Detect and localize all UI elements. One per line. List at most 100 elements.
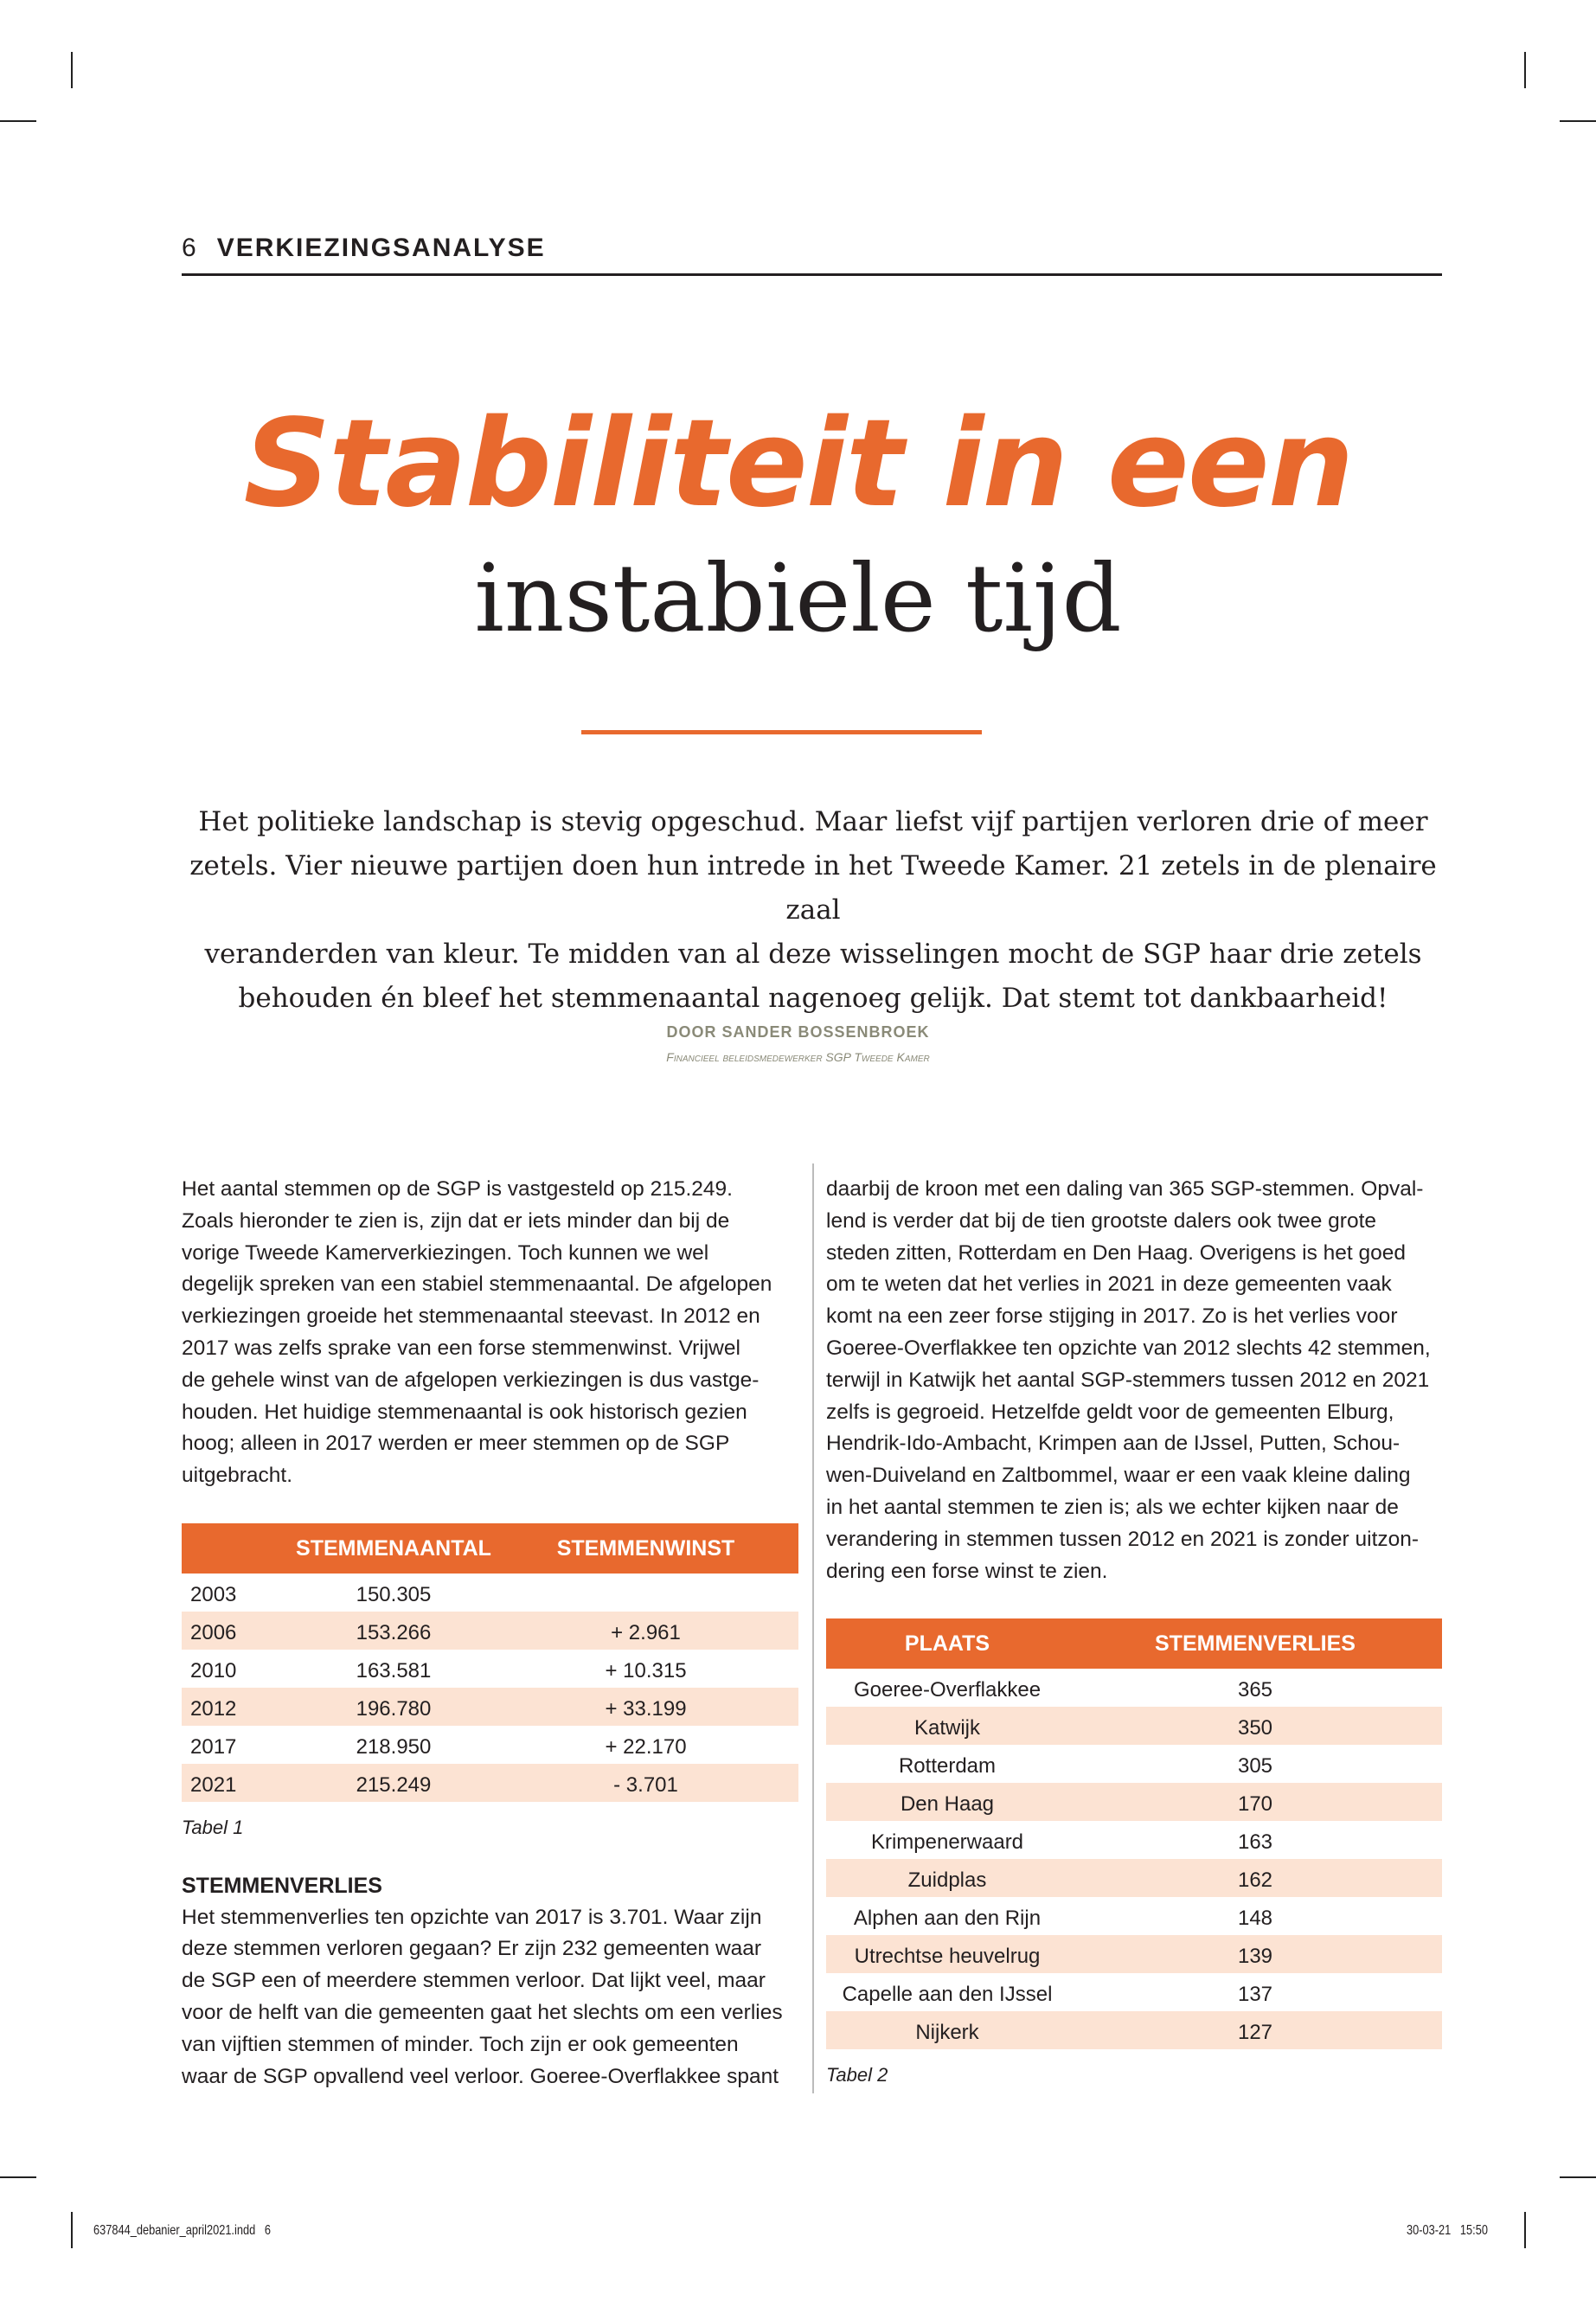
table-cell: 2010: [182, 1649, 294, 1688]
table-header: STEMMENAANTAL: [294, 1522, 493, 1574]
text-line: de SGP een of meerdere stemmen verloor. …: [182, 1969, 766, 1993]
table-row: Alphen aan den Rijn 148: [826, 1897, 1442, 1936]
table-row: Katwijk 350: [826, 1707, 1442, 1746]
byline-role: Financieel beleidsmedewerker SGP Tweede …: [666, 1050, 930, 1064]
text-line: dering een forse winst te zien.: [826, 1559, 1108, 1583]
table-cell: Utrechtse heuvelrug: [826, 1935, 1068, 1974]
left-column: Het aantal stemmen op de SGP is vastgest…: [182, 1174, 800, 2093]
table-cell: 215.249: [294, 1763, 493, 1802]
table-row: 2006 153.266 + 2.961: [182, 1611, 798, 1650]
text-line: voor de helft van die gemeenten gaat het…: [182, 2000, 783, 2024]
slug-file: 637844_debanier_april2021.indd 6: [93, 2223, 271, 2238]
intro-line: zetels. Vier nieuwe partijen doen hun in…: [189, 850, 1437, 926]
byline-author: DOOR SANDER BOSSENBROEK: [666, 1023, 930, 1041]
text-line: steden zitten, Rotterdam en Den Haag. Ov…: [826, 1240, 1407, 1265]
table-cell: 365: [1068, 1669, 1442, 1708]
text-line: waar de SGP opvallend veel verloor. Goer…: [182, 2064, 779, 2088]
table-row: 2012 196.780 + 33.199: [182, 1687, 798, 1726]
text-line: uitgebracht.: [182, 1464, 293, 1488]
text-line: daarbij de kroon met een daling van 365 …: [826, 1177, 1424, 1201]
table-caption: Tabel 1: [182, 1816, 244, 1838]
column-divider: [812, 1163, 814, 2093]
table-cell: + 2.961: [493, 1611, 798, 1650]
table-cell: 153.266: [294, 1611, 493, 1650]
table-cell: Capelle aan den IJssel: [826, 1973, 1068, 2012]
text-line: hoog; alleen in 2017 werden er meer stem…: [182, 1432, 730, 1456]
table-row: Nijkerk 127: [826, 2011, 1442, 2050]
crop-mark: [0, 2176, 36, 2178]
paragraph: daarbij de kroon met een daling van 365 …: [826, 1174, 1445, 1587]
table-cell: 350: [1068, 1707, 1442, 1746]
table-cell: 2003: [182, 1573, 294, 1612]
table-cell: 2021: [182, 1763, 294, 1802]
table-cell: 150.305: [294, 1573, 493, 1612]
table-cell: Katwijk: [826, 1707, 1068, 1746]
table-cell: - 3.701: [493, 1763, 798, 1802]
intro-line: behouden én bleef het stemmenaantal nage…: [238, 983, 1388, 1014]
table-cell: 2006: [182, 1611, 294, 1650]
table-cell: + 10.315: [493, 1649, 798, 1688]
table-cell: + 22.170: [493, 1725, 798, 1764]
table-row: Den Haag 170: [826, 1783, 1442, 1822]
text-line: van vijftien stemmen of minder. Toch zij…: [182, 2032, 739, 2056]
table-caption: Tabel 2: [826, 2064, 888, 2086]
text-line: komt na een zeer forse stijging in 2017.…: [826, 1304, 1398, 1329]
votes-table: STEMMENAANTAL STEMMENWINST 2003 150.305 20…: [182, 1522, 798, 1802]
text-line: lend is verder dat bij de tien grootste …: [826, 1208, 1377, 1233]
table-row: Goeree-Overflakkee 365: [826, 1669, 1442, 1708]
crop-mark: [71, 2212, 73, 2248]
text-line: zelfs is gegroeid. Hetzelfde geldt voor …: [826, 1400, 1394, 1424]
table-cell: 148: [1068, 1897, 1442, 1936]
header-rule: [182, 273, 1442, 276]
table-row: 2021 215.249- 3.701: [182, 1763, 798, 1802]
section-title: VERKIEZINGSANALYSE: [216, 234, 546, 262]
text-line: Zoals hieronder te zien is, zijn dat er …: [182, 1208, 730, 1233]
table-row: Rotterdam 305: [826, 1745, 1442, 1784]
table-cell: Goeree-Overflakkee: [826, 1669, 1068, 1708]
table-header: STEMMENWINST: [493, 1522, 798, 1574]
table-cell: 139: [1068, 1935, 1442, 1974]
crop-mark: [1560, 2176, 1596, 2178]
table-cell: Krimpenerwaard: [826, 1821, 1068, 1860]
table-cell: [493, 1573, 798, 1612]
table-cell: + 33.199: [493, 1687, 798, 1726]
text-line: in het aantal stemmen te zien is; als we…: [826, 1495, 1399, 1519]
table-cell: 305: [1068, 1745, 1442, 1784]
table-cell: Alphen aan den Rijn: [826, 1897, 1068, 1936]
text-line: terwijl in Katwijk het aantal SGP-stemme…: [826, 1368, 1430, 1392]
table-cell: 2012: [182, 1687, 294, 1726]
intro-line: veranderden van kleur. Te midden van al …: [204, 939, 1422, 970]
losses-table: PLAATS STEMMENVERLIES Goeree-Overflakkee…: [826, 1618, 1442, 2050]
table-row: Zuidplas 162: [826, 1859, 1442, 1898]
table-cell: 127: [1068, 2011, 1442, 2050]
table-row: Krimpenerwaard 163: [826, 1821, 1442, 1860]
table-header: STEMMENVERLIES: [1068, 1618, 1442, 1670]
crop-mark: [1560, 120, 1596, 122]
table-cell: 2017: [182, 1725, 294, 1764]
text-line: houden. Het huidige stemmenaantal is ook…: [182, 1400, 747, 1424]
text-line: Het stemmenverlies ten opzichte van 2017…: [182, 1905, 762, 1929]
paragraph: Het stemmenverlies ten opzichte van 2017…: [182, 1902, 800, 2093]
crop-mark: [0, 120, 36, 122]
table-header: PLAATS: [826, 1618, 1068, 1670]
table-cell: 218.950: [294, 1725, 493, 1764]
text-line: wen-Duiveland en Zaltbommel, waar er een…: [826, 1464, 1411, 1488]
text-line: de gehele winst van de afgelopen verkiez…: [182, 1368, 760, 1392]
crop-mark: [1524, 52, 1526, 88]
paragraph: Het aantal stemmen op de SGP is vastgest…: [182, 1174, 800, 1492]
intro-lead: Het politieke landschap is stevig opgesc…: [173, 800, 1453, 1021]
title-divider: [581, 730, 982, 734]
table-row: Capelle aan den IJssel 137: [826, 1973, 1442, 2012]
text-line: 2017 was zelfs sprake van een forse stem…: [182, 1336, 740, 1360]
running-header: 6 VERKIEZINGSANALYSE: [182, 234, 546, 263]
text-line: degelijk spreken van een stabiel stemmen…: [182, 1272, 772, 1297]
text-line: deze stemmen verloren gegaan? Er zijn 23…: [182, 1937, 762, 1961]
text-line: Het aantal stemmen op de SGP is vastgest…: [182, 1177, 733, 1201]
text-line: verandering in stemmen tussen 2012 en 20…: [826, 1527, 1420, 1551]
crop-mark: [1524, 2212, 1526, 2248]
headline-line1: Stabiliteit in een: [243, 394, 1355, 535]
intro-line: Het politieke landschap is stevig opgesc…: [198, 806, 1428, 837]
text-line: verkiezingen groeide het stemmenaantal s…: [182, 1304, 760, 1329]
table-cell: 170: [1068, 1783, 1442, 1822]
table-cell: Den Haag: [826, 1783, 1068, 1822]
